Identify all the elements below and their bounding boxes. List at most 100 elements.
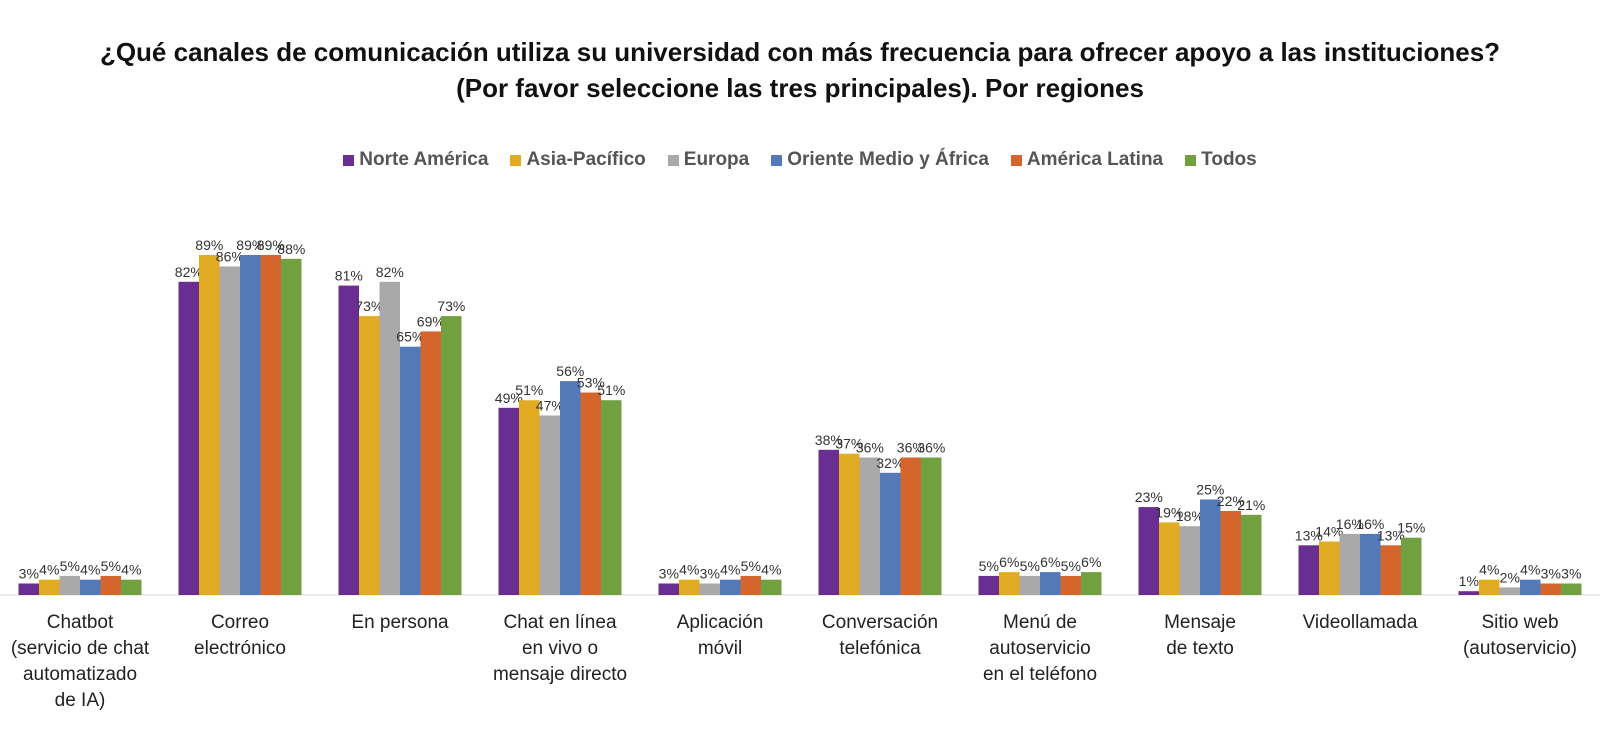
bar [100,575,121,595]
bar [199,255,220,595]
chart-title: ¿Qué canales de comunicación utiliza su … [0,34,1600,106]
bar [880,472,901,595]
data-label: 19% [1155,504,1183,520]
bar [178,281,199,595]
legend-item: Oriente Medio y África [771,149,989,171]
data-label: 15% [1397,520,1425,536]
category-label: Conversación telefónica [822,612,938,659]
bar [921,457,942,595]
bar [281,258,302,595]
bar [1458,591,1479,595]
data-label: 88% [277,241,305,257]
data-label: 89% [236,237,264,253]
data-label: 13% [1295,527,1323,543]
bar [121,579,142,595]
data-label: 51% [515,382,543,398]
chart-title-line-2: (Por favor seleccione las tres principal… [456,73,1144,103]
bar [818,449,839,595]
category-label: Chat en línea en vivo o mensaje directo [493,612,627,685]
data-label: 14% [1315,524,1343,540]
category-label: En persona [351,612,449,633]
bar [761,579,782,595]
data-label: 36% [917,440,945,456]
data-label: 5% [1061,558,1081,574]
data-label: 38% [815,432,843,448]
legend-label: Europa [683,149,750,170]
data-label: 82% [376,264,404,280]
bar [699,583,720,595]
data-label: 3% [659,566,679,582]
data-label: 22% [1217,493,1245,509]
bar [1138,507,1159,595]
bar [420,331,441,595]
bar [720,579,741,595]
data-label: 86% [216,249,244,265]
data-label: 73% [355,298,383,314]
legend-item: Todos [1185,149,1257,171]
data-label: 5% [979,558,999,574]
bar [679,579,700,595]
data-label: 2% [1500,569,1520,585]
bar [260,255,281,595]
data-label: 1% [1459,573,1479,589]
bar [1159,522,1180,595]
chart-legend: Norte América Asia-Pacífico Europa Oriente … [0,149,1600,171]
bar [999,572,1020,595]
legend-swatch [510,154,522,166]
bar [519,400,540,595]
bar [1200,499,1221,595]
data-label: 81% [335,268,363,284]
bar [1241,514,1262,595]
data-label: 4% [121,562,141,578]
data-label: 53% [577,375,605,391]
legend-item: Norte América [343,149,488,171]
legend-label: Oriente Medio y África [787,149,989,170]
data-label: 6% [999,554,1019,570]
bar [1360,533,1381,595]
bar [359,316,380,595]
bar [658,583,679,595]
data-label: 5% [741,558,761,574]
data-label: 23% [1135,489,1163,505]
data-label: 36% [856,440,884,456]
bar [740,575,761,595]
data-label: 6% [1040,554,1060,570]
data-label: 3% [19,566,39,582]
legend-label: Todos [1201,149,1257,170]
data-label: 65% [396,329,424,345]
legend-swatch [343,154,355,166]
bar [1319,541,1340,595]
legend-swatch [667,154,679,166]
data-label: 4% [761,562,781,578]
data-label: 51% [597,382,625,398]
data-label: 5% [101,558,121,574]
bar [18,583,39,595]
data-label: 4% [720,562,740,578]
bar [1540,583,1561,595]
data-label: 36% [897,440,925,456]
bar [1520,579,1541,595]
data-label: 4% [1520,562,1540,578]
bar [601,400,622,595]
legend-item: Europa [667,149,750,171]
bar [1081,572,1102,595]
legend-label: Asia-Pacífico [526,149,646,170]
bar [39,579,60,595]
bar [1479,579,1500,595]
bar [580,392,601,595]
bar [379,281,400,595]
bar [338,285,359,595]
data-label: 69% [417,313,445,329]
data-label: 6% [1081,554,1101,570]
data-label: 73% [437,298,465,314]
legend-swatch [771,154,783,166]
chart-title-line-1: ¿Qué canales de comunicación utiliza su … [99,37,1501,67]
data-label: 49% [495,390,523,406]
data-label: 89% [257,237,285,253]
data-label: 25% [1196,482,1224,498]
legend-swatch [1010,154,1022,166]
bar [1561,583,1582,595]
legend-label: Norte América [359,149,489,170]
bar [1298,545,1319,595]
